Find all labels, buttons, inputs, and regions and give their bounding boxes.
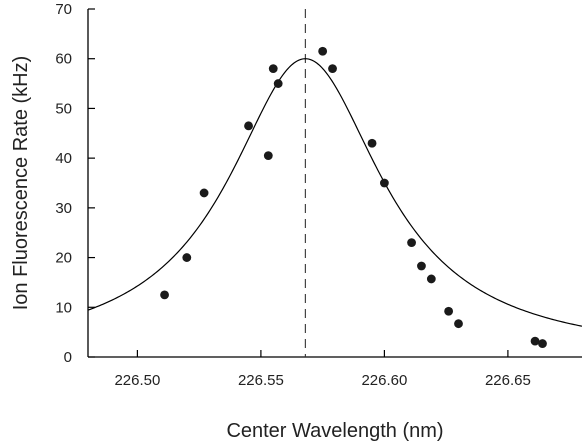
data-point — [454, 319, 463, 329]
y-tick-label: 40 — [55, 150, 72, 167]
y-tick-label: 60 — [55, 51, 72, 68]
data-point — [426, 274, 436, 284]
y-axis-label: Ion Fluorescence Rate (kHz) — [10, 56, 32, 311]
fit-curve — [87, 58, 582, 327]
data-point — [417, 261, 426, 271]
data-point — [444, 306, 454, 316]
y-ticks: 0 10 20 30 40 50 60 70 — [55, 1, 95, 366]
data-point — [538, 339, 547, 348]
y-tick-label: 70 — [55, 1, 72, 18]
data-point — [160, 290, 169, 300]
data-point — [367, 138, 377, 148]
y-tick-label: 20 — [55, 250, 72, 267]
x-tick-label: 226.55 — [238, 372, 284, 389]
data-point — [318, 46, 328, 56]
data-point — [328, 64, 337, 74]
x-tick-label: 226.50 — [114, 372, 160, 389]
data-point — [199, 188, 209, 198]
data-point — [268, 64, 278, 74]
data-point — [263, 151, 273, 161]
data-point — [273, 79, 283, 88]
data-point — [380, 178, 389, 188]
y-tick-label: 30 — [55, 200, 72, 217]
data-point — [182, 253, 192, 262]
x-tick-label: 226.65 — [485, 372, 531, 389]
y-tick-label: 0 — [64, 349, 72, 366]
x-tick-label: 226.60 — [361, 372, 407, 389]
data-point — [244, 121, 253, 131]
data-point — [530, 336, 540, 346]
data-point — [407, 238, 416, 248]
x-axis-label: Center Wavelength (nm) — [226, 420, 443, 442]
x-ticks: 226.50 226.55 226.60 226.65 — [114, 350, 531, 389]
data-points — [160, 46, 547, 348]
y-tick-label: 10 — [55, 299, 72, 316]
y-tick-label: 50 — [55, 100, 72, 117]
plot-area: 226.50 226.55 226.60 226.65 0 10 20 30 40 50 60 70 — [55, 1, 582, 389]
